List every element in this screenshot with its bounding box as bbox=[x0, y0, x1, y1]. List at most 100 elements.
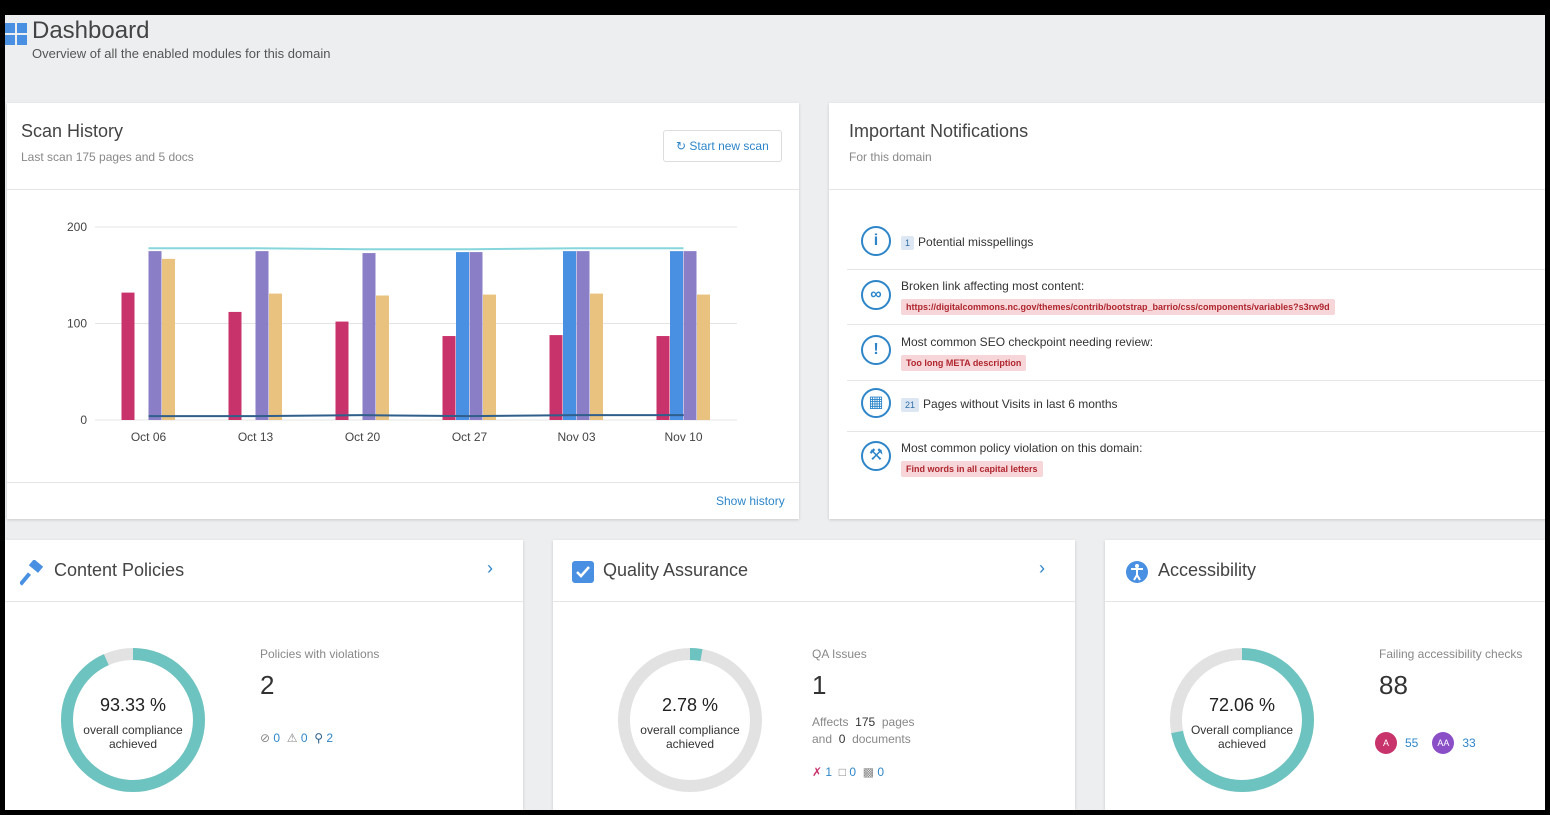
notification: Most common policy violation on this dom… bbox=[901, 441, 1142, 477]
bar bbox=[590, 293, 603, 420]
donut-caption: Overall compliance achieved bbox=[1190, 723, 1294, 751]
button-label: Start new scan bbox=[689, 139, 769, 153]
level-badge: A bbox=[1375, 732, 1397, 754]
levels: A 55 AA 33 bbox=[1375, 732, 1476, 754]
donut-track bbox=[618, 648, 762, 792]
badge: 1 bbox=[901, 236, 915, 250]
text: documents bbox=[852, 732, 911, 746]
donut: 2.78 % bbox=[618, 648, 762, 792]
quality-assurance-card: Quality Assurance › 2.78 % overall compl… bbox=[553, 540, 1075, 810]
line bbox=[148, 247, 684, 251]
notification-text: Broken link affecting most content: bbox=[901, 279, 1085, 293]
page-title: Dashboard bbox=[32, 17, 150, 44]
bar bbox=[469, 252, 483, 420]
donut-label: 93.33 % bbox=[100, 695, 166, 715]
bar bbox=[656, 336, 670, 420]
bar bbox=[269, 293, 282, 420]
bar bbox=[162, 258, 175, 420]
count: 1 bbox=[825, 765, 833, 779]
level-badge: AA bbox=[1432, 732, 1455, 754]
tag[interactable]: Find words in all capital letters bbox=[901, 461, 1043, 477]
card-subtitle: For this domain bbox=[849, 150, 932, 164]
bar bbox=[228, 311, 242, 420]
dashboard-icon bbox=[5, 23, 27, 45]
open-arrow[interactable]: › bbox=[487, 558, 493, 578]
line bbox=[148, 414, 684, 418]
check-icon bbox=[572, 561, 594, 583]
card-title: Scan History bbox=[21, 121, 124, 141]
count: 0 bbox=[877, 765, 885, 779]
notification: Most common SEO checkpoint needing revie… bbox=[901, 335, 1153, 371]
start-scan-button[interactable]: ↻ Start new scan bbox=[663, 130, 782, 162]
count: 0 bbox=[300, 731, 308, 745]
y-tick-label: 0 bbox=[80, 413, 87, 427]
bar bbox=[683, 251, 697, 420]
bar bbox=[362, 253, 376, 420]
gavel-icon: ⚒ bbox=[861, 441, 891, 471]
notification-text: Most common SEO checkpoint needing revie… bbox=[901, 335, 1154, 349]
donut-arc bbox=[1170, 648, 1314, 792]
y-tick-label: 100 bbox=[67, 317, 87, 331]
stat-value: 1 bbox=[812, 670, 827, 700]
content-policies-card: Content Policies › 93.33 % overall compl… bbox=[5, 540, 523, 810]
donut: 72.06 % bbox=[1170, 648, 1314, 792]
tag[interactable]: https://digitalcommons.nc.gov/themes/con… bbox=[901, 299, 1335, 315]
card-subtitle: Last scan 175 pages and 5 docs bbox=[21, 150, 194, 164]
stat-value: 2 bbox=[260, 670, 275, 700]
count: 33 bbox=[1462, 736, 1476, 750]
donut-arc bbox=[618, 648, 762, 792]
bar bbox=[335, 321, 349, 420]
notification: 21 Pages without Visits in last 6 months bbox=[901, 397, 1118, 412]
accessibility-card: Accessibility 72.06 % Overall compliance… bbox=[1105, 540, 1545, 810]
show-history-link[interactable]: Show history bbox=[716, 494, 785, 508]
broken-link-icon: ∞ bbox=[861, 280, 891, 310]
x-tick-label: Oct 13 bbox=[238, 430, 274, 444]
bar bbox=[549, 335, 563, 420]
bar bbox=[697, 294, 710, 420]
bar bbox=[456, 252, 469, 420]
count: 2 bbox=[326, 731, 334, 745]
bar bbox=[563, 251, 576, 420]
x-tick-label: Oct 27 bbox=[452, 430, 488, 444]
stat-label: Policies with violations bbox=[260, 647, 380, 661]
text: Affects bbox=[812, 715, 849, 729]
count: 0 bbox=[273, 731, 281, 745]
bar bbox=[255, 251, 269, 420]
y-tick-label: 200 bbox=[67, 220, 87, 234]
open-arrow[interactable]: › bbox=[1039, 558, 1045, 578]
bar bbox=[576, 251, 590, 420]
donut-arc bbox=[61, 648, 205, 792]
donut: 93.33 % bbox=[61, 648, 205, 792]
value: 0 bbox=[838, 732, 846, 746]
bar bbox=[121, 292, 135, 420]
page-subtitle: Overview of all the enabled modules for … bbox=[32, 46, 331, 61]
badge: 21 bbox=[901, 398, 920, 412]
card-title: Accessibility bbox=[1158, 560, 1257, 580]
bar bbox=[670, 251, 683, 420]
donut-caption: overall compliance achieved bbox=[640, 723, 740, 751]
x-tick-label: Oct 20 bbox=[345, 430, 381, 444]
notification: Broken link affecting most content: https… bbox=[901, 279, 1335, 315]
alert-icon: ! bbox=[861, 335, 891, 365]
pages-icon: ▦ bbox=[861, 388, 891, 418]
scan-history-card: Scan History Last scan 175 pages and 5 d… bbox=[7, 103, 799, 519]
card-title: Content Policies bbox=[54, 560, 185, 580]
tag[interactable]: Too long META description bbox=[901, 355, 1027, 371]
notification-text: Most common policy violation on this dom… bbox=[901, 441, 1143, 455]
counts: ✗ 1 □ 0 ▩ 0 bbox=[812, 765, 885, 779]
x-tick-label: Nov 10 bbox=[664, 430, 702, 444]
scan-chart: 0 100 200 Oct 06 Oct 13 Oct 20 Oct 27 Nov 03 Nov… bbox=[67, 220, 737, 444]
notification: 1 Potential misspellings bbox=[901, 235, 1033, 250]
value: 175 bbox=[855, 715, 876, 729]
card-title: Important Notifications bbox=[849, 121, 1029, 141]
notification-text: Potential misspellings bbox=[918, 235, 1034, 249]
counts: ⊘ 0 ⚠ 0 ⚲ 2 bbox=[260, 731, 334, 745]
bar bbox=[442, 336, 456, 420]
accessibility-icon bbox=[1126, 561, 1148, 583]
donut-label: 72.06 % bbox=[1209, 695, 1275, 715]
text: pages bbox=[881, 715, 915, 729]
stat-label: QA Issues bbox=[812, 647, 867, 661]
bar bbox=[483, 294, 496, 420]
notification-text: Pages without Visits in last 6 months bbox=[923, 397, 1118, 411]
